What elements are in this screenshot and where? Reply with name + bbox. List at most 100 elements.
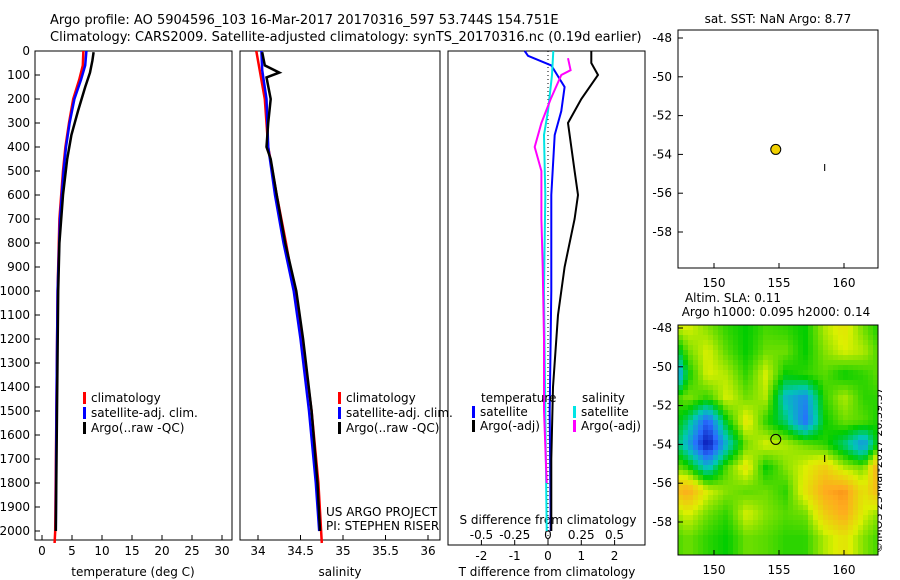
- sla-cell: [683, 360, 688, 365]
- sla-cell: [713, 380, 718, 385]
- sla-cell: [858, 440, 863, 445]
- s-diff-tick-label: 0.25: [568, 528, 595, 542]
- sla-cell: [843, 470, 848, 475]
- sla-cell: [758, 535, 763, 540]
- sla-cell: [778, 545, 783, 550]
- sla-cell: [853, 390, 858, 395]
- sla-cell: [848, 485, 853, 490]
- sla-cell: [698, 340, 703, 345]
- sla-cell: [763, 330, 768, 335]
- sla-cell: [783, 435, 788, 440]
- sla-cell: [723, 445, 728, 450]
- sla-cell: [778, 360, 783, 365]
- sla-cell: [778, 415, 783, 420]
- sla-cell: [803, 380, 808, 385]
- sla-cell: [838, 425, 843, 430]
- sla-cell: [763, 400, 768, 405]
- sla-cell: [813, 500, 818, 505]
- sla-cell: [828, 545, 833, 550]
- sla-cell: [873, 430, 878, 435]
- sla-cell: [788, 390, 793, 395]
- sla-cell: [838, 530, 843, 535]
- sla-cell: [783, 545, 788, 550]
- sla-cell: [723, 530, 728, 535]
- float-track-mark: ı: [823, 160, 826, 174]
- sla-cell: [693, 460, 698, 465]
- sla-cell: [843, 345, 848, 350]
- sla-cell: [843, 435, 848, 440]
- sla-cell: [863, 540, 868, 545]
- sla-cell: [733, 500, 738, 505]
- sla-cell: [828, 500, 833, 505]
- sla-cell: [708, 445, 713, 450]
- sla-cell: [748, 410, 753, 415]
- sla-cell: [743, 490, 748, 495]
- sla-cell: [793, 390, 798, 395]
- sla-cell: [808, 355, 813, 360]
- sla-cell: [688, 480, 693, 485]
- sla-cell: [768, 355, 773, 360]
- sla-cell: [783, 340, 788, 345]
- sla-cell: [703, 445, 708, 450]
- sla-cell: [838, 535, 843, 540]
- sla-cell: [708, 355, 713, 360]
- temperature-axis-tick-label: 10: [94, 544, 109, 558]
- sla-cell: [818, 365, 823, 370]
- depth-tick-label: 100: [7, 68, 30, 82]
- sla-cell: [828, 530, 833, 535]
- sla-cell: [713, 405, 718, 410]
- depth-tick-label: 800: [7, 236, 30, 250]
- difference-legend-item-label: Argo(-adj): [581, 419, 641, 433]
- sla-cell: [743, 370, 748, 375]
- sla-cell: [853, 425, 858, 430]
- sla-cell: [763, 335, 768, 340]
- sla-cell: [863, 520, 868, 525]
- sla-cell: [743, 360, 748, 365]
- sla-cell: [863, 410, 868, 415]
- sla-cell: [803, 480, 808, 485]
- sla-cell: [768, 445, 773, 450]
- sla-cell: [728, 390, 733, 395]
- sla-cell: [818, 520, 823, 525]
- sla-cell: [783, 470, 788, 475]
- sla-cell: [823, 370, 828, 375]
- difference-legend-item-swatch: [573, 420, 576, 432]
- sla-cell: [678, 535, 683, 540]
- sla-cell: [813, 470, 818, 475]
- sla-cell: [858, 495, 863, 500]
- sla-cell: [833, 380, 838, 385]
- sla-cell: [788, 420, 793, 425]
- sla-cell: [798, 325, 803, 330]
- sla-cell: [808, 490, 813, 495]
- sla-cell: [838, 350, 843, 355]
- sla-cell: [818, 475, 823, 480]
- sla-cell: [798, 460, 803, 465]
- sla-cell: [813, 550, 818, 555]
- sla-cell: [798, 435, 803, 440]
- sla-cell: [698, 440, 703, 445]
- sla-cell: [788, 530, 793, 535]
- sla-cell: [843, 450, 848, 455]
- sla-cell: [718, 450, 723, 455]
- sla-cell: [753, 470, 758, 475]
- sla-cell: [718, 395, 723, 400]
- sla-cell: [818, 485, 823, 490]
- sla-cell: [753, 385, 758, 390]
- sla-cell: [808, 450, 813, 455]
- sla-cell: [758, 545, 763, 550]
- sla-cell: [838, 490, 843, 495]
- sla-cell: [748, 385, 753, 390]
- sla-cell: [848, 365, 853, 370]
- sla-cell: [713, 495, 718, 500]
- sla-cell: [833, 325, 838, 330]
- sla-cell: [833, 500, 838, 505]
- sla-cell: [723, 535, 728, 540]
- sla-cell: [863, 325, 868, 330]
- sla-cell: [753, 440, 758, 445]
- sla-cell: [873, 330, 878, 335]
- sla-cell: [853, 360, 858, 365]
- sla-cell: [703, 405, 708, 410]
- sla-cell: [718, 490, 723, 495]
- sla-cell: [708, 500, 713, 505]
- sla-cell: [748, 475, 753, 480]
